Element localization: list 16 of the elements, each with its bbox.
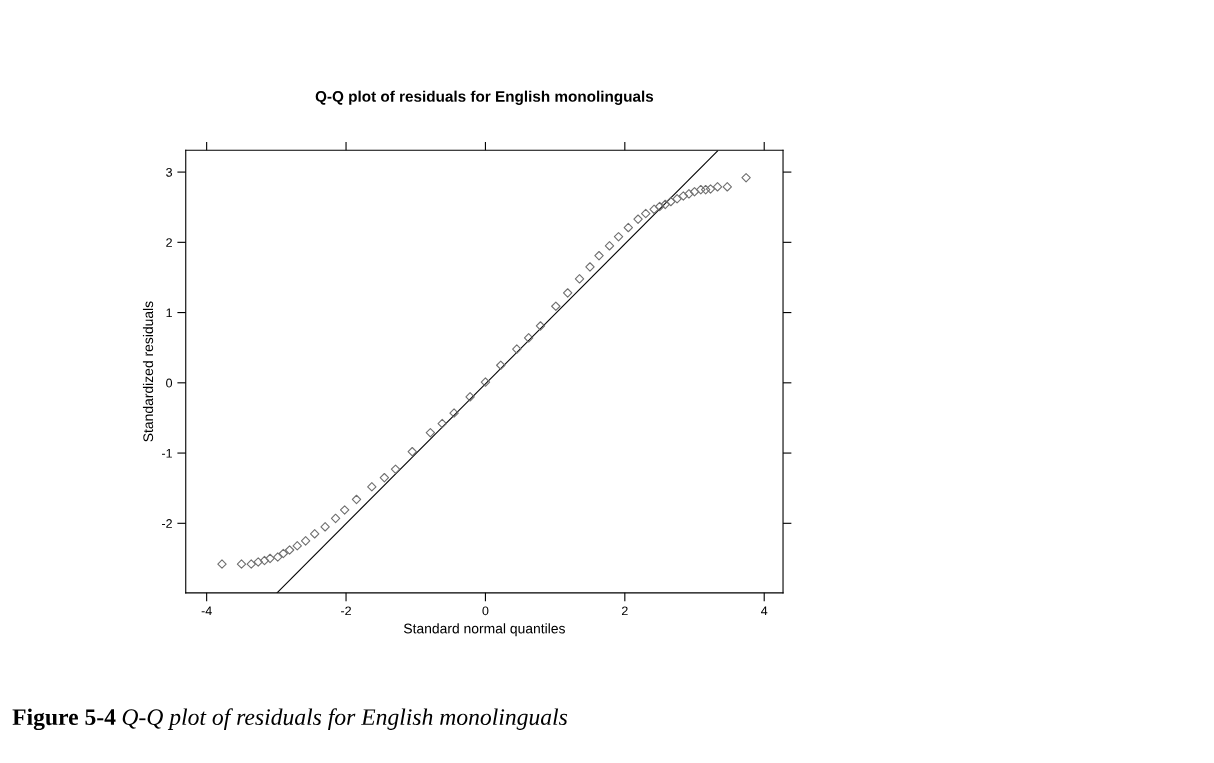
y-tick-label: 3 <box>166 167 172 177</box>
y-tick-label: 2 <box>166 238 172 247</box>
x-tick-label: -4 <box>201 606 212 616</box>
caption: Figure 5-4 <box>12 708 116 731</box>
y-tick-label: -1 <box>161 448 172 458</box>
text: Q-Q plot of residuals for English monolinguals <box>122 708 568 730</box>
chart-title: Q-Q plot of residuals for English monolinguals <box>315 90 654 105</box>
y-axis-title: Standardized residuals <box>142 301 154 442</box>
x-tick-label: 2 <box>621 606 628 616</box>
y-tick-label: 0 <box>166 378 173 388</box>
y-tick-label: 1 <box>166 308 172 318</box>
x-tick-label: -2 <box>341 606 351 616</box>
x-tick-label: 0 <box>482 606 489 616</box>
y-tick-label: -2 <box>161 519 172 528</box>
x-tick-label: 4 <box>761 606 768 616</box>
x-axis-title: Standard normal quantiles <box>403 623 565 637</box>
